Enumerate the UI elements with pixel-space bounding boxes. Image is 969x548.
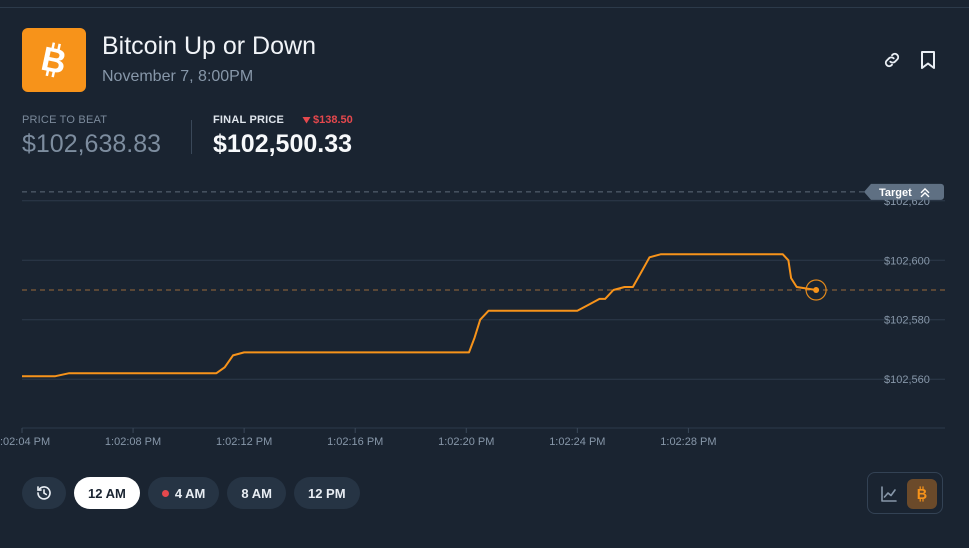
x-tick-label: 1:02:24 PM — [549, 436, 605, 448]
svg-text:B: B — [917, 487, 927, 503]
bitcoin-icon: B — [917, 486, 927, 503]
time-button-12pm[interactable]: 12 PM — [293, 477, 360, 509]
price-to-beat-value: $102,638.83 — [22, 130, 162, 158]
time-button-label: 12 AM — [88, 485, 126, 501]
final-price-value: $102,500.33 — [213, 130, 353, 158]
live-dot-icon — [161, 489, 169, 497]
live-price-dot — [813, 287, 820, 293]
bitcoin-icon: B — [38, 40, 70, 80]
time-range-selector: 12 AM 4 AM 8 AM 12 PM — [22, 477, 360, 509]
y-tick-label: $102,560 — [884, 374, 930, 386]
live-price-ring — [805, 279, 827, 301]
bookmark-button[interactable] — [916, 48, 940, 72]
bitcoin-logo: B — [22, 28, 86, 92]
price-series-line — [22, 253, 817, 378]
x-tick-label: 1:02:04 PM — [0, 436, 50, 448]
target-badge — [864, 183, 944, 200]
time-button-label: 12 PM — [307, 485, 346, 501]
price-delta-value: $138.50 — [313, 114, 353, 126]
x-tick-label: 1:02:20 PM — [438, 436, 494, 448]
y-tick-label: $102,600 — [884, 255, 930, 267]
down-triangle-icon — [302, 117, 311, 124]
time-button-8am[interactable]: 8 AM — [227, 477, 286, 509]
copy-link-button[interactable] — [880, 48, 904, 72]
chevron-up-icon — [920, 187, 930, 198]
x-tick-label: 1:02:12 PM — [216, 436, 272, 448]
link-icon — [884, 52, 900, 68]
page-title: Bitcoin Up or Down — [102, 32, 316, 60]
final-price-label: FINAL PRICE — [213, 114, 285, 126]
bookmark-icon — [921, 51, 935, 69]
time-button-4am[interactable]: 4 AM — [147, 477, 220, 509]
btc-price-toggle[interactable]: B — [907, 479, 937, 509]
price-divider — [191, 120, 192, 154]
chart-mode-toggle: B — [867, 472, 943, 514]
x-tick-label: 1:02:08 PM — [105, 436, 161, 448]
time-button-12am[interactable]: 12 AM — [74, 477, 140, 509]
history-button[interactable] — [22, 477, 66, 509]
line-chart-icon — [881, 486, 897, 502]
x-tick-label: 1:02:28 PM — [660, 436, 716, 448]
price-to-beat-label: PRICE TO BEAT — [22, 114, 108, 126]
event-date: November 7, 8:00PM — [102, 68, 254, 85]
y-tick-label: $102,580 — [884, 315, 930, 327]
time-button-label: 4 AM — [174, 485, 206, 501]
clock-icon — [37, 486, 51, 500]
x-tick-label: 1:02:16 PM — [327, 436, 383, 448]
top-divider — [0, 7, 969, 8]
price-delta: $138.50 — [302, 114, 353, 126]
target-label: Target — [879, 187, 912, 199]
price-chart: $102,620$102,600$102,580$102,5601:02:04 … — [0, 183, 945, 448]
line-chart-toggle[interactable] — [877, 482, 901, 506]
time-button-label: 8 AM — [241, 485, 272, 501]
